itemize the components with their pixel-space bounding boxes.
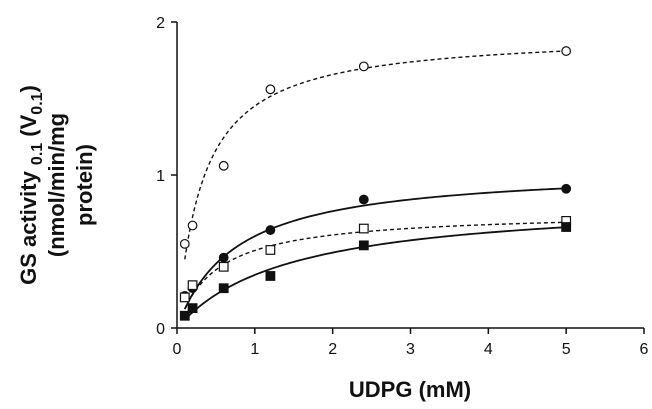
fit-curve-series-4 — [184, 226, 567, 321]
data-point-series-4 — [561, 222, 572, 232]
fit-curve-series-3 — [184, 221, 567, 309]
data-points — [179, 46, 572, 321]
x-tick-label: 0 — [173, 341, 182, 358]
data-point-series-2 — [358, 194, 369, 205]
x-tick-label: 1 — [250, 341, 259, 358]
y-axis-title-line1: GS activity 0.1 (V0.1) — [16, 85, 46, 285]
data-point-series-2 — [561, 183, 572, 194]
y-axis-title-sub-a: 0.1 — [29, 143, 46, 165]
data-point-series-4 — [358, 240, 369, 251]
x-axis-title: UDPG (mM) — [349, 377, 471, 402]
data-point-series-4 — [265, 271, 276, 281]
data-point-series-3 — [265, 245, 276, 255]
y-axis-title-paren: (V — [16, 114, 41, 142]
y-axis-title-sub-b: 0.1 — [29, 92, 46, 114]
y-axis-ticks: 0 1 2 — [156, 15, 177, 338]
y-axis-title: GS activity 0.1 (V0.1) (nmol/min/mg prot… — [16, 85, 97, 285]
x-tick-label: 3 — [406, 341, 415, 358]
fit-curves — [183, 50, 567, 321]
y-axis-title-line2: (nmol/min/mg — [44, 113, 69, 257]
x-tick-label: 6 — [640, 341, 649, 358]
data-point-series-3 — [187, 280, 198, 291]
data-point-series-4 — [187, 303, 198, 314]
fit-curve-series-1 — [184, 50, 567, 260]
data-point-series-1 — [179, 238, 190, 249]
y-tick-label: 0 — [156, 321, 165, 338]
data-point-series-1 — [187, 220, 198, 231]
data-point-series-2 — [265, 225, 276, 235]
data-point-series-1 — [358, 61, 369, 72]
data-point-series-3 — [218, 261, 229, 272]
data-point-series-1 — [561, 46, 572, 56]
x-tick-label: 2 — [328, 341, 337, 358]
data-point-series-1 — [265, 84, 276, 95]
y-axis-title-close: ) — [16, 85, 41, 92]
y-axis-title-line3: protein) — [72, 144, 97, 226]
data-point-series-2 — [218, 252, 229, 263]
data-point-series-3 — [358, 223, 369, 234]
x-tick-label: 5 — [562, 341, 571, 358]
plot-area: 0 1 2 3 4 5 6 0 1 2 — [156, 15, 648, 358]
y-axis-title-main: GS activity — [16, 165, 41, 285]
fit-curve-series-2 — [183, 187, 567, 310]
y-tick-label: 1 — [156, 168, 165, 185]
data-point-series-3 — [179, 292, 190, 303]
data-point-series-4 — [218, 283, 229, 294]
x-tick-label: 4 — [484, 341, 493, 358]
y-tick-label: 2 — [156, 15, 165, 32]
data-point-series-4 — [179, 310, 190, 321]
x-axis-ticks: 0 1 2 3 4 5 6 — [173, 328, 649, 358]
data-point-series-1 — [218, 160, 229, 171]
